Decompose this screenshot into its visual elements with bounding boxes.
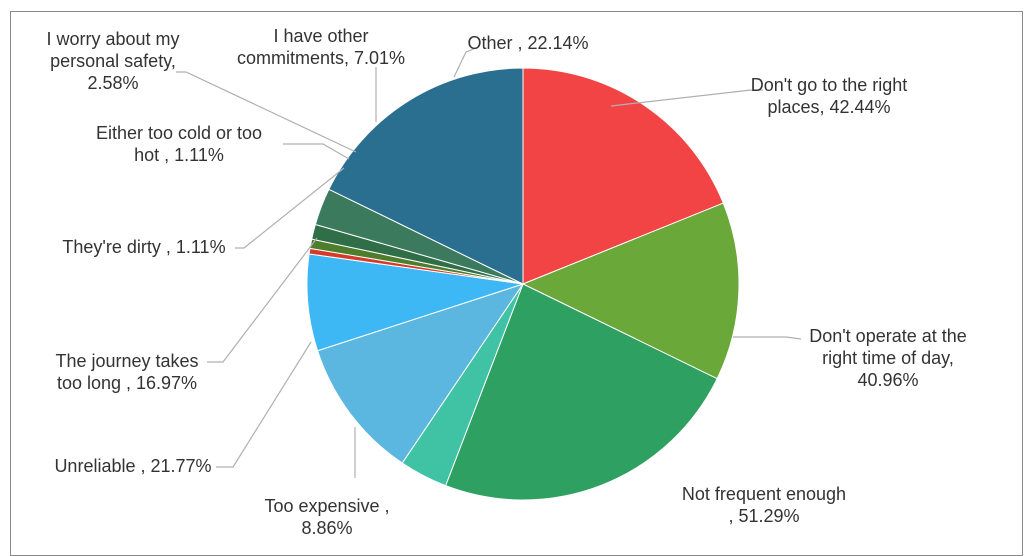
slice-label-line: , 51.29% (728, 506, 799, 526)
leader-line-6 (207, 237, 318, 363)
slice-label-line: personal safety, (50, 51, 176, 71)
slice-label-line: 40.96% (857, 370, 918, 390)
slice-label-line: too long , 16.97% (57, 373, 197, 393)
slice-label-line: 8.86% (301, 518, 352, 538)
slice-label-line: Unreliable , 21.77% (54, 456, 211, 476)
slice-label-line: Too expensive , (264, 496, 389, 516)
slice-label-5: Unreliable , 21.77% (54, 456, 211, 476)
pie-slice-1 (522, 67, 724, 285)
slice-label-line: Other , 22.14% (467, 33, 588, 53)
slice-label-line: Don't go to the right (751, 75, 908, 95)
slice-label-3: Not frequent enough, 51.29% (682, 484, 846, 526)
slice-label-4: Too expensive , 8.86% (264, 496, 389, 538)
pie-slice-6 (306, 253, 524, 352)
leader-line-2 (733, 336, 802, 340)
slice-label-7: They're dirty , 1.11% (62, 237, 225, 257)
leader-line-8 (283, 143, 350, 160)
slice-label-9: I worry about my personal safety, 2.58% (46, 29, 179, 93)
leader-line-7 (235, 167, 345, 249)
pie-chart: Don't go to the right places, 42.44%Don't… (46, 26, 966, 538)
slice-label-line: Not frequent enough (682, 484, 846, 504)
leader-line-9 (176, 71, 357, 153)
leader-line-11 (453, 47, 477, 78)
slice-label-line: commitments, 7.01% (237, 48, 405, 68)
slice-label-10: I have other commitments, 7.01% (237, 26, 405, 68)
slice-label-8: Either too cold or too hot , 1.11% (96, 123, 262, 165)
slice-label-line: 2.58% (87, 73, 138, 93)
slice-labels: Don't go to the right places, 42.44%Don't… (46, 26, 966, 538)
pie-slice-11 (328, 67, 524, 285)
slice-label-1: Don't go to the right places, 42.44% (751, 75, 908, 117)
leader-lines (176, 47, 802, 478)
slice-label-line: Either too cold or too (96, 123, 262, 143)
slice-label-line: The journey takes (55, 351, 198, 371)
slice-label-line: places, 42.44% (767, 97, 890, 117)
slice-label-line: hot , 1.11% (134, 145, 224, 165)
pie-slice-2 (521, 202, 740, 380)
pie-slices (306, 67, 740, 501)
leader-line-5 (216, 341, 312, 468)
slice-label-6: The journey takes too long , 16.97% (55, 351, 198, 393)
slice-label-2: Don't operate at the right time of day, 40… (809, 326, 967, 390)
slice-label-line: I have other (273, 26, 368, 46)
slice-label-line: Don't operate at the (809, 326, 967, 346)
pie-slice-5 (316, 283, 525, 464)
slice-label-11: Other , 22.14% (467, 33, 588, 53)
slice-label-line: They're dirty , 1.11% (62, 237, 225, 257)
chart-frame: Don't go to the right places, 42.44% Don't… (10, 11, 1023, 556)
pie-slice-3 (444, 283, 718, 501)
slice-label-line: right time of day, (822, 348, 954, 368)
slice-label-line: I worry about my (46, 29, 179, 49)
leader-line-1 (610, 89, 763, 107)
